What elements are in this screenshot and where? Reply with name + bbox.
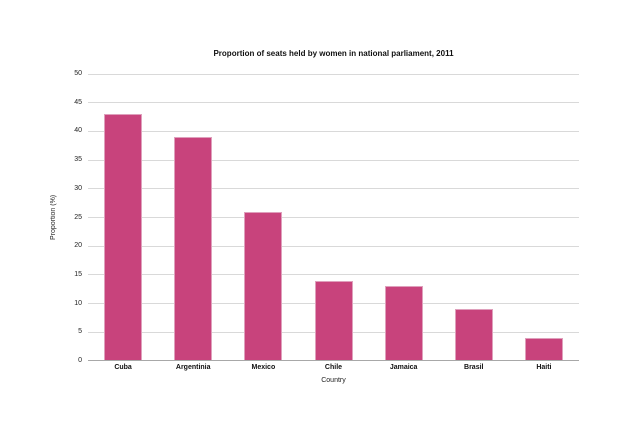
y-tick-label-15: 15	[74, 270, 82, 278]
x-tick-label-jamaica: Jamaica	[389, 364, 418, 371]
bar-jamaica	[384, 286, 423, 361]
gridline-20	[88, 245, 579, 247]
x-axis-title: Country	[321, 377, 346, 384]
y-tick-label-10: 10	[74, 299, 82, 307]
y-tick-label-30: 30	[74, 184, 82, 192]
x-tick-label-chile: Chile	[324, 364, 343, 371]
bar-argentinia	[174, 137, 213, 361]
gridline-40	[88, 130, 579, 132]
x-tick-label-brasil: Brasil	[464, 364, 484, 371]
gridline-50	[88, 73, 579, 75]
y-tick-label-35: 35	[74, 156, 82, 164]
plot-area	[88, 73, 579, 361]
y-tick-label-50: 50	[74, 70, 82, 77]
gridline-45	[88, 102, 579, 104]
chart-title: Proportion of seats held by women in nat…	[213, 49, 454, 58]
y-tick-label-25: 25	[74, 213, 82, 221]
x-axis-line	[88, 360, 579, 361]
bar-haiti	[524, 338, 563, 361]
x-tick-label-mexico: Mexico	[251, 364, 276, 371]
y-tick-label-40: 40	[74, 127, 82, 135]
bar-chile	[314, 280, 353, 361]
y-tick-label-5: 5	[78, 328, 82, 336]
bar-cuba	[104, 114, 143, 361]
gridline-15	[88, 274, 579, 276]
gridline-30	[88, 188, 579, 190]
gridline-25	[88, 217, 579, 218]
x-tick-label-cuba: Cuba	[114, 364, 132, 371]
y-tick-label-45: 45	[74, 98, 82, 106]
y-tick-label-0: 0	[78, 357, 82, 364]
y-tick-label-20: 20	[74, 242, 82, 250]
x-tick-label-haiti: Haiti	[536, 364, 552, 371]
gridline-35	[88, 159, 579, 161]
x-tick-label-argentinia: Argentinia	[175, 364, 211, 371]
bar-mexico	[244, 211, 283, 361]
bar-brasil	[454, 309, 493, 361]
